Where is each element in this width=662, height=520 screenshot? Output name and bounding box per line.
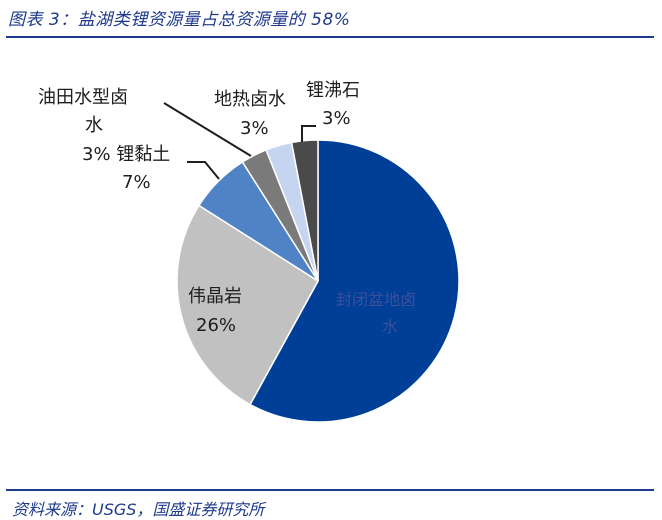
- pie-slice-5: [290, 139, 319, 282]
- figure-title: 图表 3：盐湖类锂资源量占总资源量的 58%: [8, 10, 351, 30]
- label-zeolite-value: 3%: [322, 108, 351, 129]
- pie-slices: [176, 139, 460, 423]
- label-oilfield-name-1: 油田水型卤: [38, 87, 128, 108]
- label-clay-value: 7%: [122, 172, 151, 193]
- label-zeolite-name: 锂沸石: [306, 80, 360, 101]
- label-geothermal-name: 地热卤水: [214, 89, 286, 110]
- title-rule: [6, 36, 654, 38]
- label-pegmatite-name: 伟晶岩: [188, 286, 242, 307]
- label-brine-name-2: 水: [382, 317, 398, 336]
- leader-line-clay: [187, 161, 220, 180]
- label-clay-name: 3% 锂黏土: [82, 144, 170, 165]
- label-geothermal-value: 3%: [240, 118, 269, 139]
- label-brine-name-1: 封闭盆地卤: [336, 290, 416, 309]
- leader-line-zeolite: [301, 125, 316, 142]
- source-note: 资料来源：USGS，国盛证券研究所: [12, 500, 265, 519]
- pie-slice-0: [249, 139, 460, 423]
- leader-lines: [163, 102, 316, 180]
- label-oilfield-name-2: 水: [85, 115, 103, 136]
- source-rule: [6, 489, 654, 491]
- label-pegmatite-value: 26%: [196, 315, 236, 336]
- leader-line-oilfield: [163, 102, 252, 157]
- pie-slice-1: [176, 204, 319, 406]
- pie-labels: 油田水型卤 水 3% 锂黏土 7% 地热卤水 3% 锂沸石 3% 伟晶岩 26%…: [38, 80, 416, 336]
